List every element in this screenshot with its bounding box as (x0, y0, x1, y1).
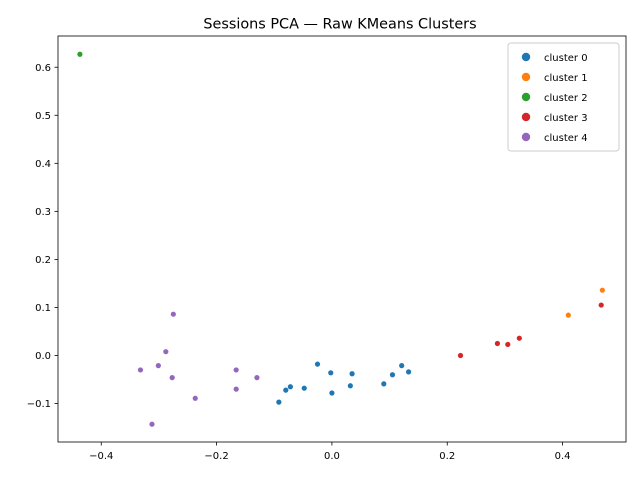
legend: cluster 0 cluster 1 cluster 2 cluster 3 clus… (507, 42, 620, 152)
legend-box (507, 42, 620, 152)
data-point (233, 386, 239, 392)
data-point (254, 375, 260, 381)
series-cluster-0 (276, 361, 412, 405)
data-point (287, 384, 293, 390)
legend-item: cluster 0 (521, 52, 588, 64)
data-point (170, 311, 176, 317)
data-point (163, 349, 169, 355)
plot-frame (57, 35, 627, 443)
axes: −0.4 −0.2 0.0 0.2 0.4 −0.1 0.0 0.1 0.2 0.3 0.4 0.5 0… (27, 35, 627, 462)
legend-marker (521, 52, 531, 62)
data-point (516, 335, 522, 341)
legend-marker (521, 132, 531, 142)
x-tick-label: 0.2 (439, 451, 455, 462)
data-point (233, 367, 239, 373)
legend-item: cluster 4 (521, 132, 588, 144)
legend-item: cluster 1 (521, 72, 588, 84)
data-point (149, 421, 155, 427)
data-point (328, 370, 334, 376)
legend-label: cluster 1 (544, 73, 588, 84)
data-point (599, 287, 605, 293)
y-tick-label: 0.5 (35, 111, 51, 122)
data-point (301, 385, 307, 391)
series-cluster-3 (457, 302, 604, 359)
data-point (169, 375, 175, 381)
y-tick-label: 0.2 (35, 255, 51, 266)
data-point (565, 312, 571, 318)
data-point (389, 372, 396, 378)
legend-label: cluster 3 (544, 113, 588, 124)
data-point (349, 371, 355, 377)
data-point (283, 387, 289, 393)
legend-marker (521, 112, 531, 122)
chart-title: Sessions PCA — Raw KMeans Clusters (203, 17, 476, 33)
data-point (137, 367, 144, 373)
legend-item: cluster 2 (521, 92, 588, 104)
y-tick-label: −0.1 (27, 399, 51, 410)
plot-area (77, 51, 605, 427)
data-point (399, 363, 405, 369)
data-point (406, 369, 412, 375)
data-point (192, 395, 198, 401)
data-point (505, 341, 511, 348)
data-point (457, 352, 464, 359)
y-tick-label: 0.4 (35, 159, 51, 170)
data-point (494, 340, 501, 347)
x-tick-label: 0.4 (555, 451, 571, 462)
y-tick-label: 0.3 (35, 207, 51, 218)
data-point (381, 381, 387, 387)
legend-marker (521, 72, 531, 82)
legend-label: cluster 2 (544, 93, 588, 104)
series-cluster-1 (565, 287, 605, 318)
y-tick-label: 0.1 (35, 303, 51, 314)
legend-label: cluster 4 (544, 133, 588, 144)
data-point (598, 302, 604, 308)
x-tick-label: −0.2 (204, 451, 228, 462)
data-point (77, 51, 83, 57)
series-cluster-4 (137, 311, 260, 427)
data-point (347, 383, 353, 389)
legend-marker (521, 92, 531, 102)
y-tick-label: 0.6 (35, 63, 51, 74)
data-point (155, 363, 161, 369)
y-tick-label: 0.0 (35, 351, 51, 362)
x-tick-label: 0.0 (324, 451, 340, 462)
legend-item: cluster 3 (521, 112, 588, 124)
data-point (329, 390, 335, 396)
data-point (276, 399, 282, 405)
series-cluster-2 (77, 51, 83, 57)
data-point (314, 361, 321, 367)
legend-label: cluster 0 (544, 53, 588, 64)
x-tick-label: −0.4 (89, 451, 113, 462)
